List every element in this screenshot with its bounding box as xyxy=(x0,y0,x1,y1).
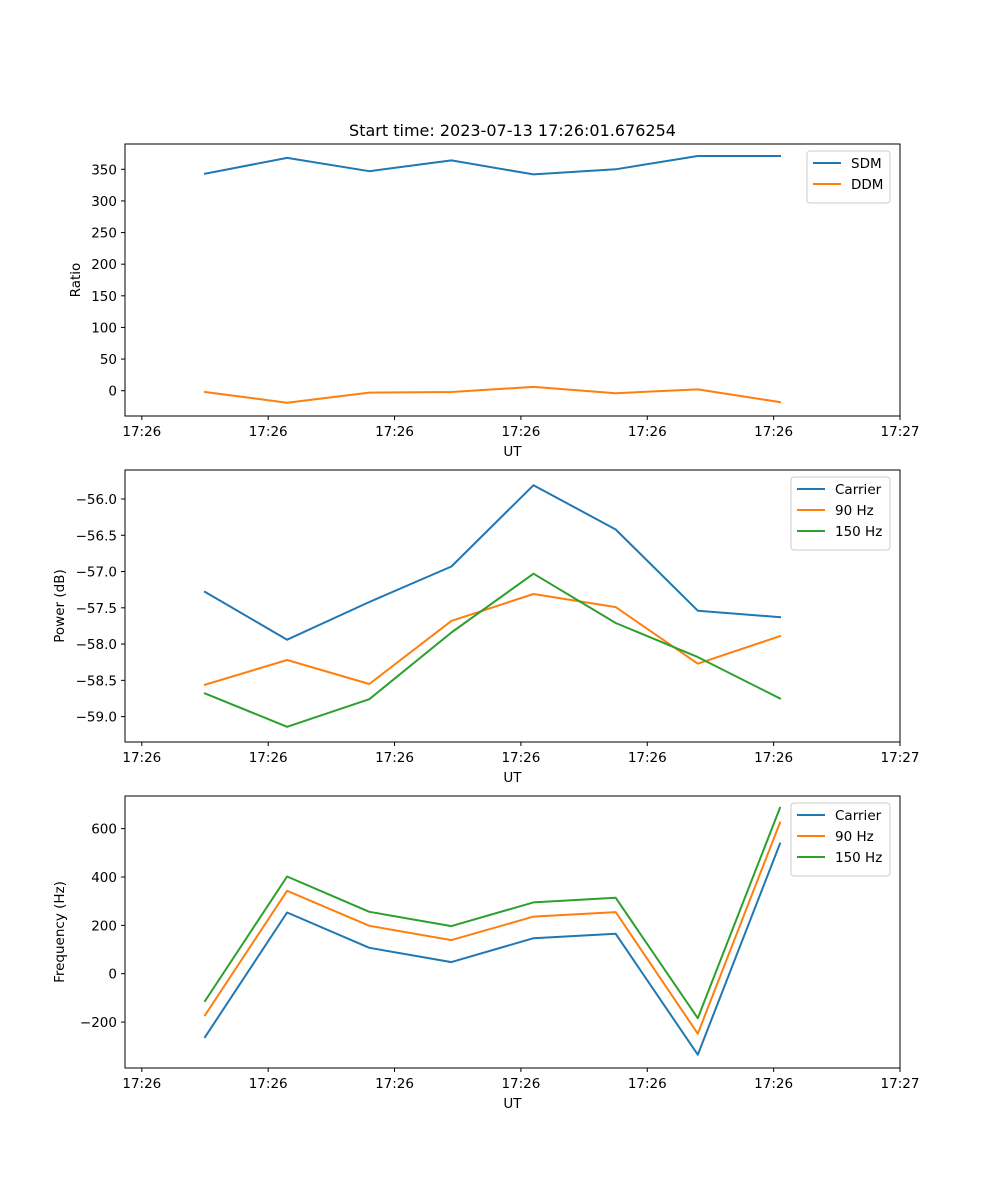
panels: 17:26 17:26 17:26 17:26 17:26 17:26 17:27 0 50 10… xyxy=(52,143,920,1112)
legend-entry: 150 Hz xyxy=(835,524,882,540)
y-tick-label: 150 xyxy=(91,289,117,305)
y-tick-label: 200 xyxy=(91,918,117,934)
y-axis-label: Ratio xyxy=(68,263,84,298)
x-tick-label: 17:26 xyxy=(754,750,793,766)
series-line-carrier xyxy=(203,484,782,641)
x-tick-label: 17:26 xyxy=(754,1076,793,1092)
legend-entry: 90 Hz xyxy=(835,503,874,519)
series-line-90-hz xyxy=(203,593,782,686)
x-tick-label: 17:26 xyxy=(628,424,667,440)
x-tick-label: 17:26 xyxy=(122,750,161,766)
y-tick-label: −57.5 xyxy=(76,601,117,617)
legend: SDM DDM xyxy=(806,150,891,204)
x-tick-label: 17:26 xyxy=(122,424,161,440)
x-tick-label: 17:26 xyxy=(249,424,288,440)
y-axis-label: Frequency (Hz) xyxy=(52,881,68,983)
legend: Carrier 90 Hz 150 Hz xyxy=(790,802,891,877)
y-tick-label: 50 xyxy=(100,352,117,368)
legend-entry: DDM xyxy=(851,177,883,193)
plot-frame xyxy=(124,469,901,743)
x-tick-label: 17:26 xyxy=(122,1076,161,1092)
panel-3: 17:26 17:26 17:26 17:26 17:26 17:26 17:27 −200 0… xyxy=(52,795,920,1112)
y-tick-label: −200 xyxy=(80,1015,117,1031)
y-axis-label: Power (dB) xyxy=(52,569,68,642)
series-line-ddm xyxy=(203,385,782,404)
y-tick-label: 600 xyxy=(91,822,117,838)
x-tick-label: 17:26 xyxy=(628,750,667,766)
y-tick-label: −58.0 xyxy=(76,637,117,653)
panel-1: 17:26 17:26 17:26 17:26 17:26 17:26 17:27 0 50 10… xyxy=(68,143,920,460)
legend-entry: Carrier xyxy=(835,482,882,498)
x-axis-label: UT xyxy=(503,770,522,786)
x-axis-label: UT xyxy=(503,1096,522,1112)
series-line-150-hz xyxy=(203,572,782,728)
x-tick-label: 17:26 xyxy=(501,750,540,766)
y-tick-label: −56.5 xyxy=(76,528,117,544)
x-tick-label: 17:26 xyxy=(501,424,540,440)
x-tick-label: 17:26 xyxy=(375,424,414,440)
y-tick-label: 250 xyxy=(91,226,117,242)
legend-entry: SDM xyxy=(851,156,882,172)
series-line-sdm xyxy=(203,155,781,176)
y-tick-label: 0 xyxy=(108,967,117,983)
chart-title: Start time: 2023-07-13 17:26:01.676254 xyxy=(349,121,676,140)
legend: Carrier 90 Hz 150 Hz xyxy=(790,476,891,551)
x-tick-label: 17:26 xyxy=(754,424,793,440)
panel-2: 17:26 17:26 17:26 17:26 17:26 17:26 17:27 −56.0… xyxy=(52,469,920,786)
plot-frame xyxy=(124,143,901,417)
y-tick-label: 0 xyxy=(108,384,117,400)
x-tick-label: 17:27 xyxy=(881,750,920,766)
x-axis-label: UT xyxy=(503,444,522,460)
x-tick-label: 17:27 xyxy=(881,424,920,440)
x-tick-label: 17:27 xyxy=(881,1076,920,1092)
x-tick-label: 17:26 xyxy=(249,1076,288,1092)
series-line-90-hz xyxy=(203,821,782,1035)
x-tick-label: 17:26 xyxy=(501,1076,540,1092)
x-tick-label: 17:26 xyxy=(249,750,288,766)
x-tick-label: 17:26 xyxy=(375,750,414,766)
y-tick-label: 100 xyxy=(91,320,117,336)
legend-entry: 90 Hz xyxy=(835,829,874,845)
y-tick-label: 400 xyxy=(91,870,117,886)
plot-frame xyxy=(124,795,901,1069)
y-tick-label: −59.0 xyxy=(76,710,117,726)
y-tick-label: 200 xyxy=(91,257,117,273)
x-tick-label: 17:26 xyxy=(375,1076,414,1092)
legend-entry: Carrier xyxy=(835,808,882,824)
y-tick-label: 350 xyxy=(91,162,117,178)
series-line-carrier xyxy=(203,842,782,1056)
y-tick-label: −56.0 xyxy=(76,492,117,508)
y-tick-label: 300 xyxy=(91,194,117,210)
y-tick-label: −58.5 xyxy=(76,673,117,689)
x-tick-label: 17:26 xyxy=(628,1076,667,1092)
y-tick-label: −57.0 xyxy=(76,565,117,581)
legend-entry: 150 Hz xyxy=(835,850,882,866)
series-line-150-hz xyxy=(203,806,782,1020)
